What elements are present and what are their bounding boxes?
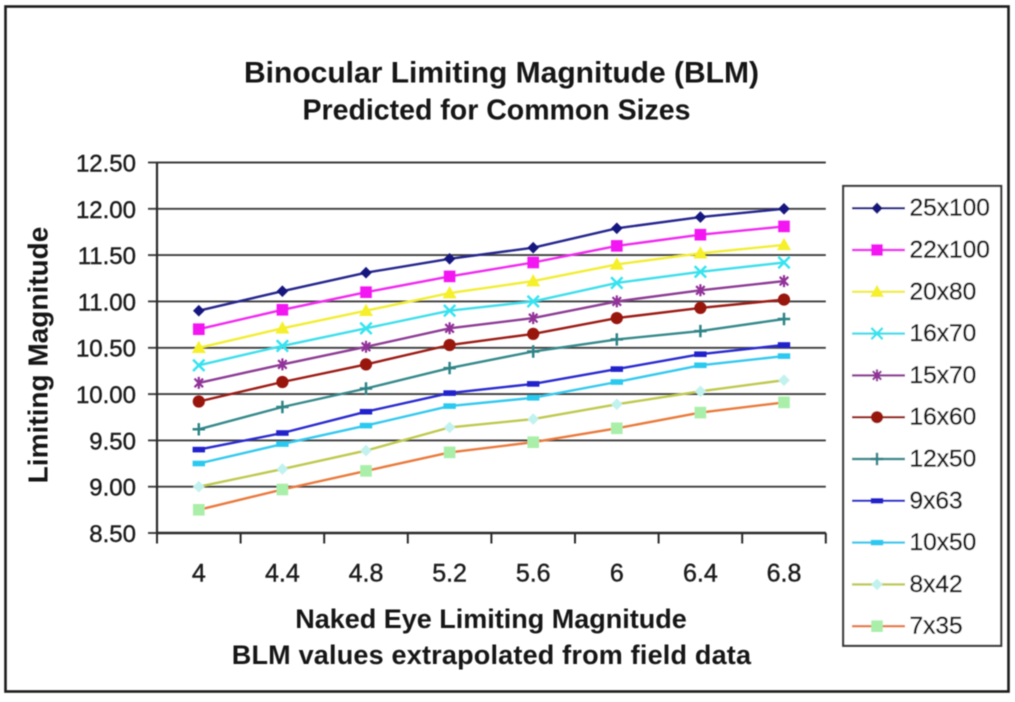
svg-text:Binocular Limiting Magnitude (: Binocular Limiting Magnitude (BLM): [244, 57, 759, 90]
svg-text:16x70: 16x70: [910, 320, 977, 347]
svg-text:10x50: 10x50: [910, 529, 977, 556]
svg-text:10.00: 10.00: [76, 382, 136, 409]
svg-text:5.2: 5.2: [432, 560, 467, 588]
svg-text:6.8: 6.8: [767, 560, 802, 588]
svg-text:11.50: 11.50: [78, 243, 136, 270]
svg-text:11.00: 11.00: [78, 289, 136, 316]
svg-text:9x63: 9x63: [910, 487, 963, 514]
svg-text:10.50: 10.50: [76, 336, 136, 363]
svg-text:4: 4: [192, 560, 206, 588]
svg-text:20x80: 20x80: [910, 278, 977, 305]
svg-text:BLM values extrapolated from f: BLM values extrapolated from field data: [232, 640, 752, 670]
svg-text:15x70: 15x70: [910, 362, 977, 389]
svg-text:22x100: 22x100: [910, 237, 990, 264]
svg-text:12.50: 12.50: [76, 151, 136, 178]
svg-text:6: 6: [610, 560, 624, 588]
svg-text:12x50: 12x50: [910, 446, 977, 473]
svg-text:6.4: 6.4: [683, 560, 718, 588]
svg-text:8x42: 8x42: [910, 571, 963, 598]
svg-text:5.6: 5.6: [516, 560, 551, 588]
svg-text:Naked Eye Limiting Magnitude: Naked Eye Limiting Magnitude: [295, 604, 687, 634]
svg-text:9.00: 9.00: [89, 475, 136, 502]
svg-text:25x100: 25x100: [910, 195, 990, 222]
svg-text:4.8: 4.8: [349, 560, 384, 588]
svg-text:9.50: 9.50: [89, 428, 136, 455]
svg-text:Predicted for Common Sizes: Predicted for Common Sizes: [303, 95, 691, 127]
svg-text:7x35: 7x35: [910, 613, 963, 640]
svg-text:Limiting Magnitude: Limiting Magnitude: [23, 227, 54, 484]
svg-text:4.4: 4.4: [265, 560, 300, 588]
svg-text:16x60: 16x60: [910, 404, 977, 431]
svg-text:8.50: 8.50: [89, 521, 136, 548]
svg-text:12.00: 12.00: [76, 197, 136, 224]
